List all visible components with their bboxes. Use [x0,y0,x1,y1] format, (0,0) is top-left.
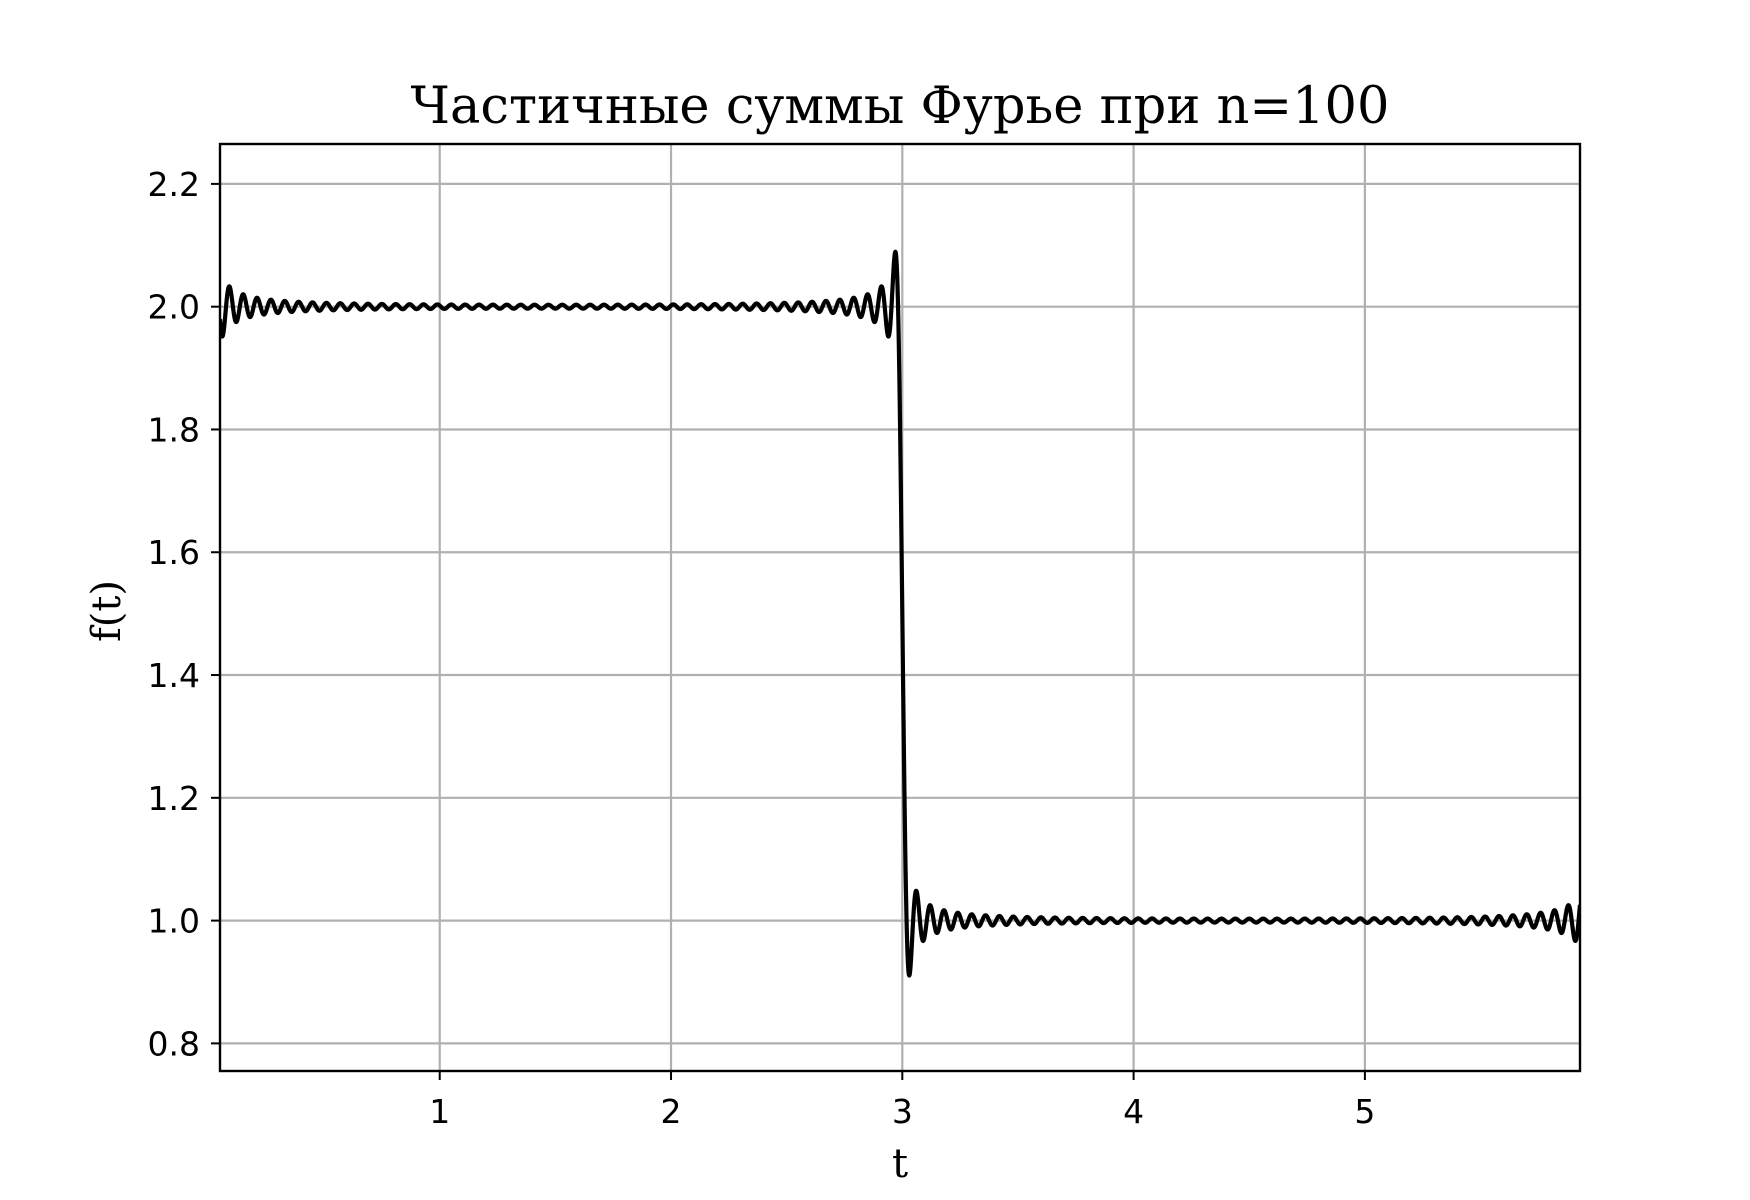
x-tick-label: 1 [429,1092,450,1131]
y-tick-label: 1.6 [148,533,200,572]
x-tick-label: 5 [1354,1092,1375,1131]
y-tick-label: 2.2 [148,165,200,204]
y-tick-label: 2.0 [148,288,200,327]
chart-title: Частичные суммы Фурье при n=100 [411,77,1390,136]
fourier-partial-sum-line [220,249,1580,978]
axis-ticks: 1 2 3 4 5 0.8 1.0 1.2 1.4 1.6 1.8 2.0 2.2 [148,165,1376,1131]
plot-frame [218,142,1582,1073]
y-tick-label: 1.4 [148,656,200,695]
y-tick-label: 1.2 [148,779,200,818]
y-tick-label: 1.0 [148,902,200,941]
x-tick-label: 4 [1123,1092,1144,1131]
y-tick-label: 1.8 [148,410,200,449]
series-layer [220,249,1580,978]
y-tick-label: 0.8 [148,1024,200,1063]
x-tick-label: 2 [661,1092,682,1131]
y-axis-label: f(t) [84,580,130,642]
x-tick-label: 3 [892,1092,913,1131]
x-axis-label: t [892,1141,908,1187]
